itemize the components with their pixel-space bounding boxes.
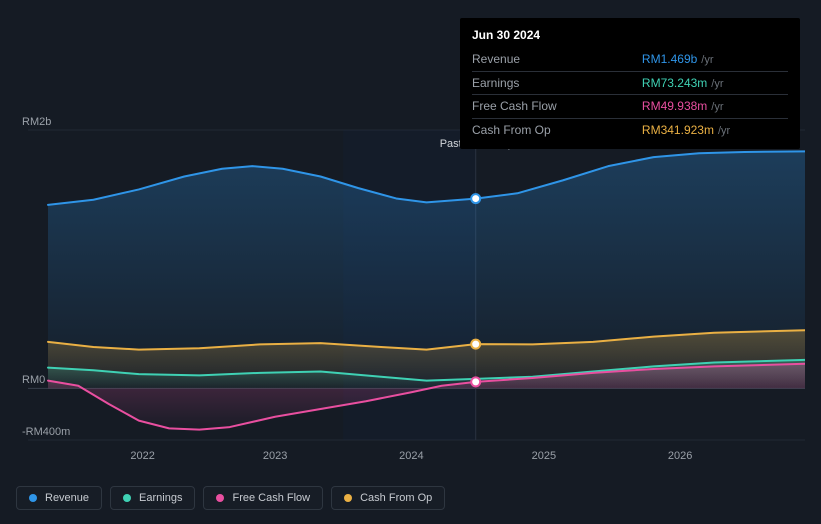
legend-label: Revenue — [45, 492, 89, 504]
tooltip-metric-value: RM341.923m/yr — [642, 118, 788, 141]
past-region-label: Past — [440, 138, 462, 150]
chart-legend: Revenue Earnings Free Cash Flow Cash From O… — [16, 486, 445, 510]
tooltip-date: Jun 30 2024 — [472, 26, 788, 44]
chart-tooltip: Jun 30 2024 RevenueRM1.469b/yrEarningsRM… — [460, 18, 800, 149]
tooltip-metric-value: RM73.243m/yr — [642, 71, 788, 95]
tooltip-row: Cash From OpRM341.923m/yr — [472, 118, 788, 141]
x-axis-tick-label: 2025 — [532, 450, 556, 462]
legend-label: Earnings — [139, 492, 182, 504]
tooltip-row: RevenueRM1.469b/yr — [472, 48, 788, 71]
legend-dot-icon — [123, 494, 131, 502]
legend-dot-icon — [344, 494, 352, 502]
tooltip-row: Free Cash FlowRM49.938m/yr — [472, 95, 788, 119]
tooltip-metric-value: RM49.938m/yr — [642, 95, 788, 119]
y-axis-tick-label: RM2b — [22, 116, 51, 128]
tooltip-metric-label: Revenue — [472, 48, 642, 71]
x-axis-tick-label: 2026 — [668, 450, 692, 462]
x-axis-labels: 2022 2023 2024 2025 2026 — [16, 450, 805, 470]
legend-label: Cash From Op — [360, 492, 432, 504]
legend-item-fcf[interactable]: Free Cash Flow — [203, 486, 323, 510]
tooltip-row: EarningsRM73.243m/yr — [472, 71, 788, 95]
tooltip-metric-label: Earnings — [472, 71, 642, 95]
legend-label: Free Cash Flow — [232, 492, 310, 504]
y-axis-tick-label: -RM400m — [22, 426, 70, 438]
legend-item-revenue[interactable]: Revenue — [16, 486, 102, 510]
tooltip-metric-label: Cash From Op — [472, 118, 642, 141]
y-axis-tick-label: RM0 — [22, 374, 45, 386]
legend-item-earnings[interactable]: Earnings — [110, 486, 195, 510]
legend-item-cash_from_op[interactable]: Cash From Op — [331, 486, 445, 510]
legend-dot-icon — [29, 494, 37, 502]
legend-dot-icon — [216, 494, 224, 502]
x-axis-tick-label: 2024 — [399, 450, 423, 462]
x-axis-tick-label: 2022 — [130, 450, 154, 462]
x-axis-tick-label: 2023 — [263, 450, 287, 462]
tooltip-metric-label: Free Cash Flow — [472, 95, 642, 119]
tooltip-metric-value: RM1.469b/yr — [642, 48, 788, 71]
